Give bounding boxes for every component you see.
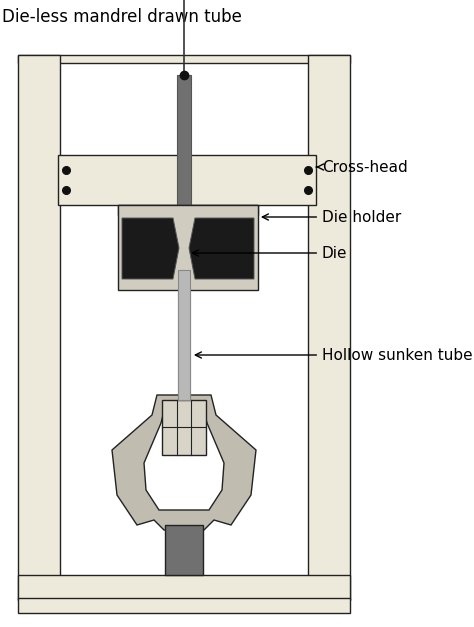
Bar xyxy=(18,55,60,600)
Text: Die: Die xyxy=(192,246,347,260)
Bar xyxy=(165,525,203,575)
Polygon shape xyxy=(112,395,256,530)
Bar xyxy=(308,55,350,600)
Bar xyxy=(178,270,190,460)
Polygon shape xyxy=(144,403,224,510)
Polygon shape xyxy=(122,218,179,279)
Text: Hollow sunken tube: Hollow sunken tube xyxy=(195,347,473,362)
Bar xyxy=(58,155,316,205)
Polygon shape xyxy=(189,218,254,279)
Text: Die holder: Die holder xyxy=(262,209,401,224)
Text: Cross-head: Cross-head xyxy=(317,159,408,174)
Bar xyxy=(177,75,191,270)
Bar xyxy=(18,575,350,600)
Bar xyxy=(118,205,258,290)
Text: Die-less mandrel drawn tube: Die-less mandrel drawn tube xyxy=(2,8,242,26)
Bar xyxy=(162,400,206,455)
Bar xyxy=(178,270,190,400)
Bar xyxy=(118,205,258,215)
Bar xyxy=(18,55,350,63)
Bar xyxy=(18,598,350,613)
